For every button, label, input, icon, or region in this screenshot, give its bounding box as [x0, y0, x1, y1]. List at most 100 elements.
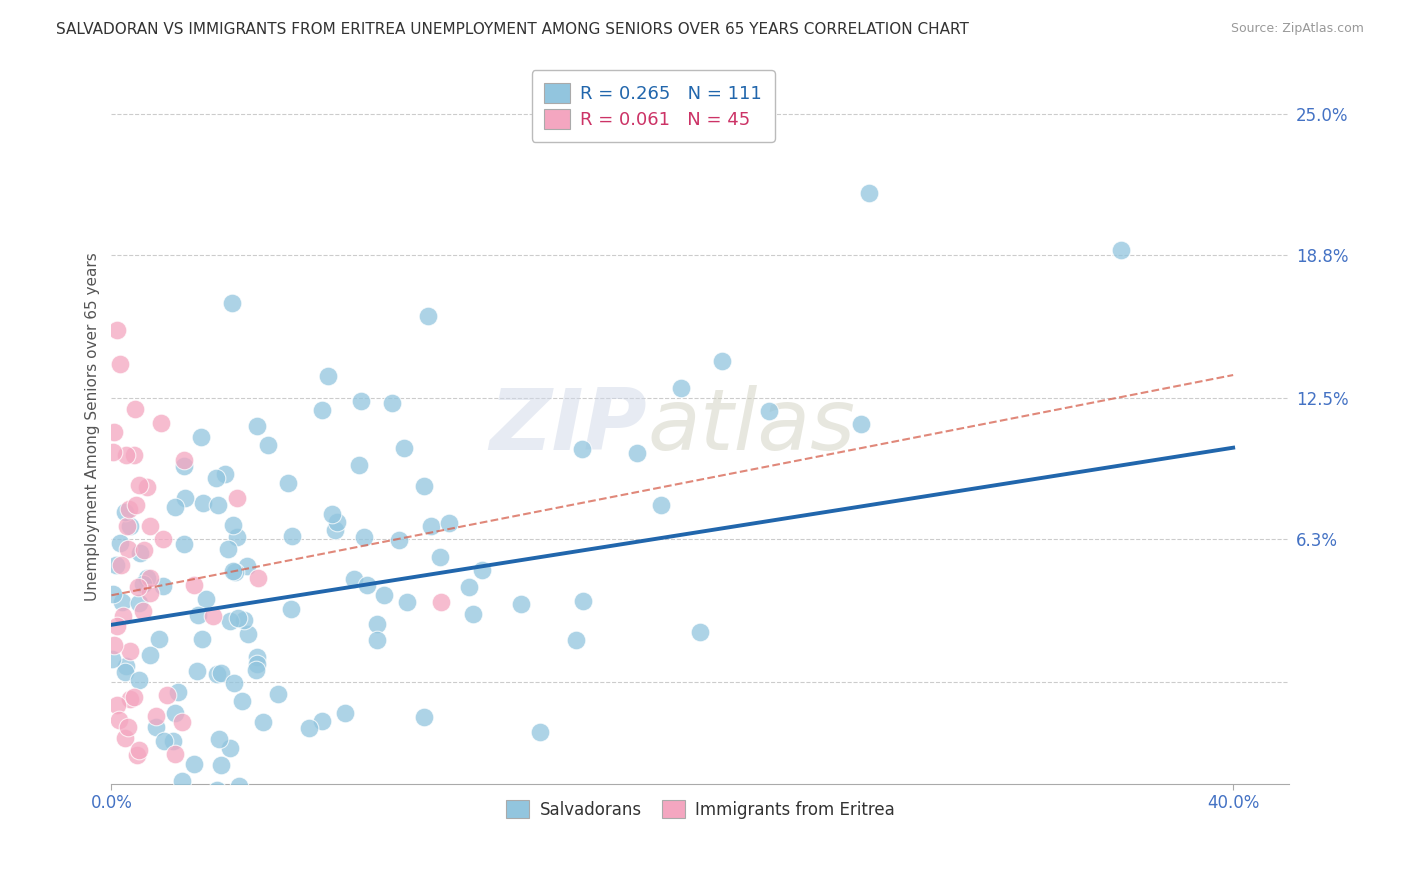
Point — [224, 566, 246, 580]
Point — [326, 515, 349, 529]
Point — [311, 714, 333, 729]
Point — [669, 381, 692, 395]
Point — [105, 698, 128, 713]
Point — [114, 731, 136, 746]
Point — [101, 587, 124, 601]
Point — [298, 721, 321, 735]
Point — [149, 416, 172, 430]
Point — [105, 323, 128, 337]
Point — [246, 657, 269, 671]
Point — [128, 478, 150, 492]
Point — [132, 604, 155, 618]
Point — [252, 715, 274, 730]
Point — [170, 774, 193, 789]
Point — [356, 578, 378, 592]
Point — [217, 541, 239, 556]
Point — [128, 596, 150, 610]
Point — [626, 445, 648, 459]
Point — [122, 448, 145, 462]
Point — [183, 578, 205, 592]
Point — [103, 445, 125, 459]
Point — [256, 438, 278, 452]
Point — [139, 571, 162, 585]
Point — [236, 627, 259, 641]
Point — [190, 430, 212, 444]
Point — [228, 779, 250, 793]
Point — [124, 690, 146, 705]
Point — [246, 649, 269, 664]
Point — [108, 536, 131, 550]
Point — [711, 354, 734, 368]
Point — [128, 673, 150, 688]
Point — [650, 499, 672, 513]
Point — [323, 523, 346, 537]
Point — [138, 585, 160, 599]
Point — [366, 632, 388, 647]
Point — [236, 559, 259, 574]
Point — [246, 419, 269, 434]
Point — [471, 563, 494, 577]
Point — [311, 402, 333, 417]
Point — [187, 608, 209, 623]
Point — [201, 609, 224, 624]
Point — [416, 309, 439, 323]
Point — [572, 594, 595, 608]
Point — [231, 694, 253, 708]
Point — [353, 530, 375, 544]
Point — [222, 675, 245, 690]
Legend: Salvadorans, Immigrants from Eritrea: Salvadorans, Immigrants from Eritrea — [499, 794, 901, 825]
Point — [246, 571, 269, 585]
Point — [413, 709, 436, 723]
Point — [430, 595, 453, 609]
Point — [170, 715, 193, 730]
Point — [321, 507, 343, 521]
Point — [103, 638, 125, 652]
Point — [162, 734, 184, 748]
Point — [225, 530, 247, 544]
Point — [186, 665, 208, 679]
Point — [152, 532, 174, 546]
Point — [350, 394, 373, 409]
Point — [132, 543, 155, 558]
Point — [127, 747, 149, 762]
Point — [267, 687, 290, 701]
Point — [129, 546, 152, 560]
Point — [136, 480, 159, 494]
Point — [127, 580, 149, 594]
Point — [105, 618, 128, 632]
Point — [318, 368, 340, 383]
Point — [208, 731, 231, 746]
Point — [439, 516, 461, 530]
Point — [366, 616, 388, 631]
Point — [177, 854, 200, 868]
Point — [392, 441, 415, 455]
Point — [349, 458, 371, 472]
Point — [222, 518, 245, 533]
Point — [103, 425, 125, 439]
Point — [1109, 243, 1132, 257]
Point — [114, 665, 136, 680]
Point — [125, 498, 148, 512]
Point — [412, 479, 434, 493]
Point — [183, 757, 205, 772]
Point — [174, 491, 197, 505]
Point — [381, 396, 404, 410]
Point — [136, 571, 159, 585]
Point — [191, 632, 214, 646]
Point — [457, 580, 479, 594]
Point — [758, 403, 780, 417]
Point — [565, 632, 588, 647]
Point — [156, 688, 179, 702]
Point — [114, 505, 136, 519]
Point — [131, 576, 153, 591]
Point — [509, 598, 531, 612]
Point — [205, 667, 228, 681]
Point — [128, 742, 150, 756]
Point — [191, 496, 214, 510]
Point — [858, 186, 880, 201]
Point — [111, 595, 134, 609]
Point — [124, 401, 146, 416]
Point — [396, 595, 419, 609]
Point — [115, 518, 138, 533]
Point — [115, 448, 138, 462]
